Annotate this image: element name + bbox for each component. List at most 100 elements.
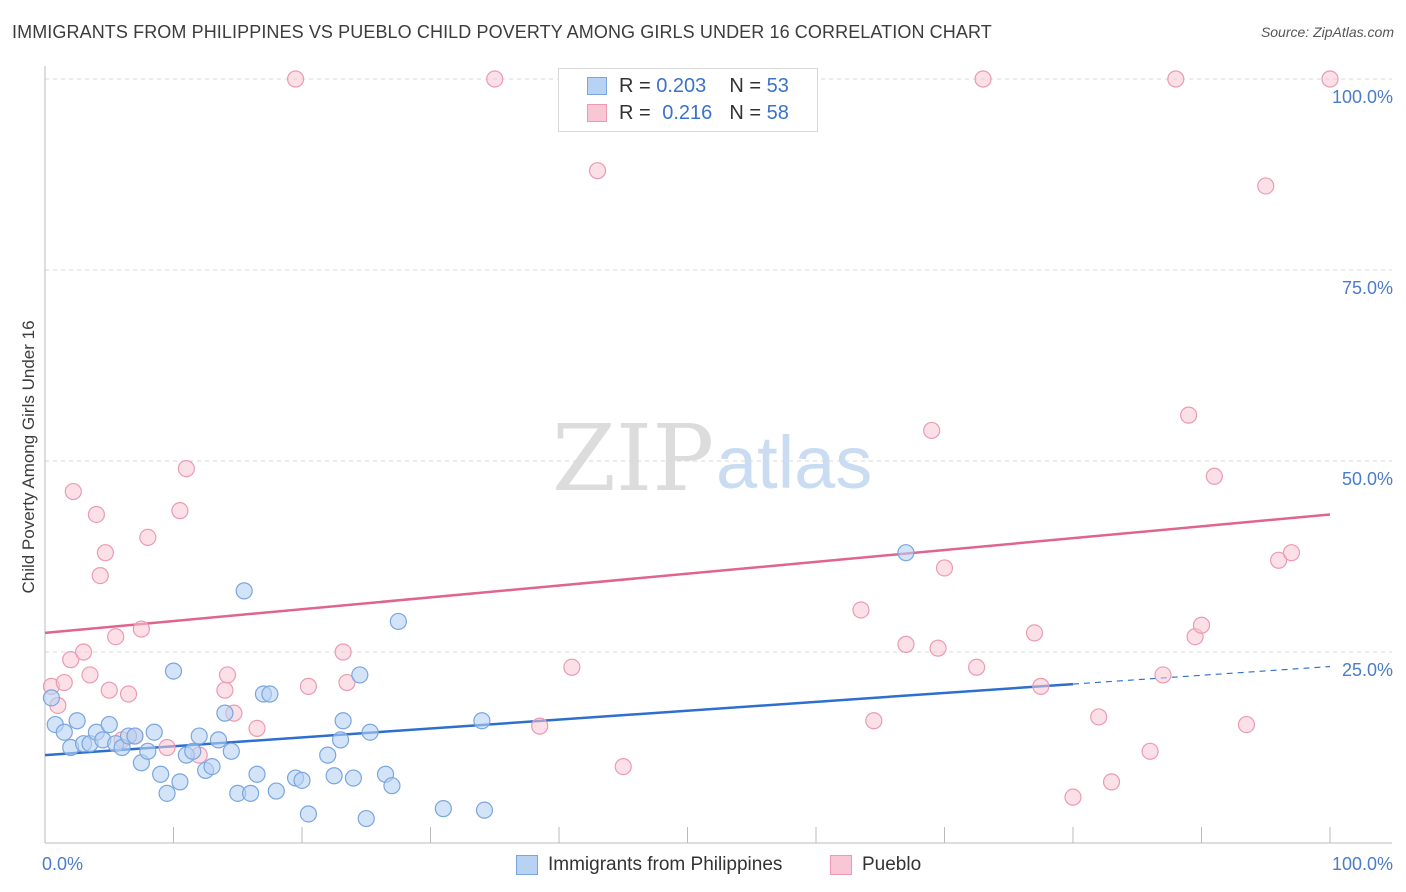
data-point-philippines: [434, 800, 452, 818]
data-point-philippines: [235, 582, 253, 600]
data-point-philippines: [389, 612, 407, 631]
data-point-philippines: [216, 704, 234, 722]
data-point-pueblo: [119, 685, 138, 703]
data-point-pueblo: [87, 505, 106, 524]
data-point-philippines: [242, 784, 260, 802]
legend-swatch-pueblo: [587, 104, 607, 122]
n-value: 58: [766, 101, 789, 124]
data-point-pueblo: [158, 738, 176, 757]
data-point-philippines: [351, 666, 369, 684]
data-point-pueblo: [334, 643, 352, 661]
data-point-pueblo: [923, 421, 941, 440]
data-point-philippines: [267, 782, 285, 800]
data-point-philippines: [897, 544, 915, 562]
data-point-pueblo: [1102, 773, 1121, 791]
data-point-pueblo: [107, 628, 125, 646]
data-point-pueblo: [1032, 677, 1050, 695]
legend-swatch-philippines: [516, 855, 538, 875]
legend-label-pueblo: Pueblo: [862, 854, 922, 875]
data-point-philippines: [184, 742, 202, 760]
data-point-pueblo: [132, 620, 150, 638]
legend-item-philippines: Immigrants from Philippines: [516, 852, 782, 878]
data-point-pueblo: [1180, 406, 1198, 424]
y-tick-label: 25.0%: [1342, 660, 1393, 680]
data-point-philippines: [126, 727, 144, 745]
legend-item-pueblo: Pueblo: [830, 852, 921, 878]
y-tick-label: 100.0%: [1332, 87, 1393, 107]
data-point-philippines: [473, 712, 491, 730]
data-point-philippines: [325, 767, 343, 785]
tick-labels: 25.0% 50.0% 75.0% 100.0% 0.0% 100.0%: [42, 87, 1393, 874]
data-point-pueblo: [91, 566, 109, 585]
data-point-pueblo: [968, 658, 986, 676]
y-axis-label: Child Poverty Among Girls Under 16: [19, 320, 38, 593]
data-point-philippines: [293, 771, 311, 789]
data-point-pueblo: [81, 666, 99, 684]
watermark-zip: ZIP: [552, 405, 714, 512]
data-point-pueblo: [216, 681, 234, 699]
data-point-pueblo: [100, 681, 118, 699]
data-point-pueblo: [1064, 788, 1082, 806]
data-point-philippines: [248, 765, 266, 783]
trend-line-philippines-extension: [1072, 665, 1331, 685]
data-point-pueblo: [96, 544, 114, 562]
data-point-philippines: [344, 769, 362, 787]
data-point-pueblo: [614, 757, 632, 776]
data-point-pueblo: [935, 559, 954, 577]
data-point-philippines: [152, 765, 170, 783]
data-point-pueblo: [74, 643, 93, 661]
legend-label-philippines: Immigrants from Philippines: [548, 854, 783, 875]
data-point-pueblo: [1025, 624, 1044, 642]
data-point-pueblo: [139, 528, 157, 547]
data-point-pueblo: [1321, 70, 1339, 88]
data-point-pueblo: [218, 666, 237, 684]
data-point-pueblo: [171, 502, 189, 520]
data-point-philippines: [139, 742, 157, 760]
data-point-pueblo: [531, 717, 549, 735]
legend-row-philippines: R = 0.203 N = 53: [587, 73, 789, 99]
data-point-philippines: [361, 723, 379, 741]
n-label: N =: [729, 74, 762, 97]
y-tick-label: 75.0%: [1342, 278, 1393, 298]
r-label: R =: [619, 101, 651, 124]
correlation-legend: R = 0.203 N = 53 R = 0.216 N = 58: [558, 68, 818, 132]
data-point-philippines: [145, 723, 163, 741]
r-value: 0.203: [656, 74, 707, 97]
data-point-pueblo: [1205, 467, 1223, 485]
data-point-philippines: [475, 801, 494, 819]
watermark: ZIP atlas: [552, 405, 872, 512]
chart-title: IMMIGRANTS FROM PHILIPPINES VS PUEBLO CH…: [12, 22, 992, 42]
data-point-pueblo: [1237, 715, 1256, 734]
r-value: 0.216: [662, 101, 713, 124]
data-point-philippines: [203, 757, 221, 776]
data-point-pueblo: [299, 677, 318, 695]
n-label: N =: [729, 101, 762, 124]
data-point-pueblo: [1090, 708, 1108, 726]
data-point-pueblo: [248, 719, 266, 738]
data-point-philippines: [171, 773, 189, 791]
data-point-philippines: [164, 662, 183, 680]
data-points: [42, 70, 1339, 828]
data-point-pueblo: [286, 70, 305, 88]
legend-row-pueblo: R = 0.216 N = 58: [587, 100, 789, 126]
r-label: R =: [619, 74, 651, 97]
data-point-philippines: [68, 712, 86, 730]
data-point-pueblo: [338, 673, 356, 692]
watermark-atlas: atlas: [716, 421, 872, 504]
data-point-pueblo: [852, 601, 870, 619]
data-point-pueblo: [1154, 666, 1172, 684]
data-point-philippines: [100, 715, 118, 734]
data-point-philippines: [42, 689, 61, 707]
data-point-philippines: [209, 731, 228, 749]
data-point-philippines: [334, 712, 352, 730]
data-point-philippines: [319, 746, 337, 764]
data-point-pueblo: [1282, 544, 1301, 562]
data-point-philippines: [331, 731, 350, 749]
data-point-pueblo: [1257, 177, 1275, 195]
data-point-pueblo: [177, 460, 195, 478]
data-point-pueblo: [1167, 70, 1185, 88]
data-point-pueblo: [563, 658, 581, 676]
x-tick-label: 100.0%: [1332, 854, 1393, 874]
data-point-philippines: [357, 809, 375, 828]
